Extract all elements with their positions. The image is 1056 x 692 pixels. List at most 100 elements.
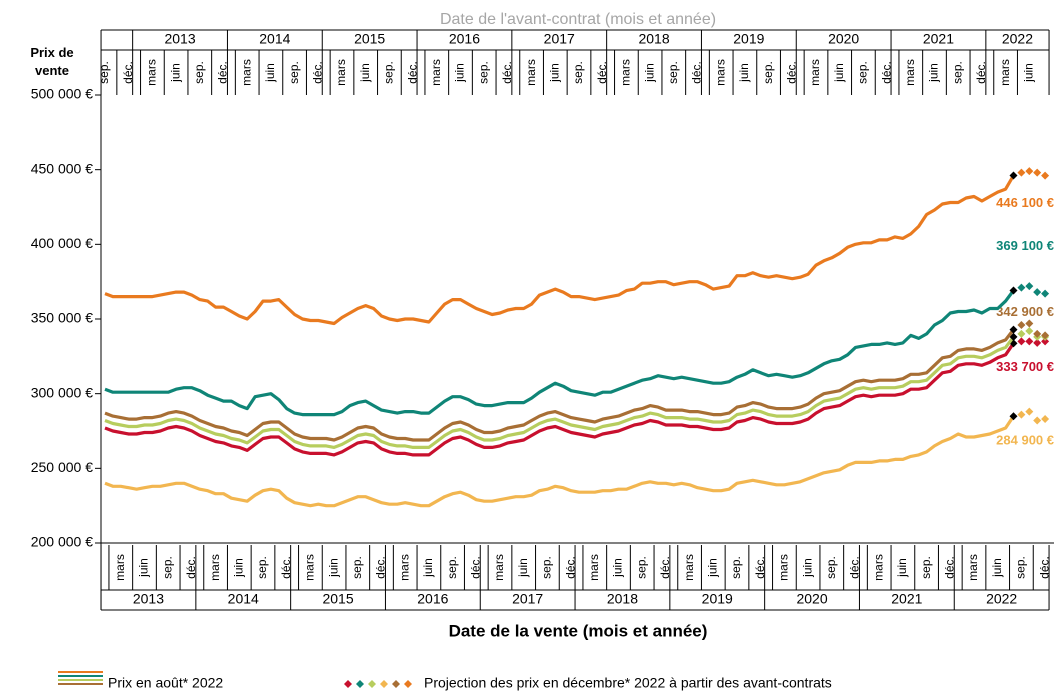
diamond — [1017, 320, 1026, 329]
year-label: 2017 — [512, 591, 543, 607]
month-label: déc. — [216, 61, 230, 84]
top-axis-title: Date de l'avant-contrat (mois et année) — [440, 11, 716, 28]
month-label: sep. — [856, 61, 870, 84]
diamond — [1025, 337, 1034, 346]
series-line — [104, 328, 1015, 442]
month-label: juin — [800, 558, 814, 578]
month-label: sep. — [160, 556, 174, 579]
legend-diamond — [344, 680, 352, 688]
y-tick-label: 250 000 € — [31, 459, 93, 475]
month-label: déc. — [1037, 556, 1051, 579]
month-label: juin — [421, 558, 435, 578]
year-label: 2015 — [322, 591, 353, 607]
diamond — [1025, 407, 1034, 416]
series-line — [104, 174, 1015, 326]
month-label: mars — [713, 59, 727, 86]
year-label: 2013 — [164, 31, 195, 47]
x-axis-title: Date de la vente (mois et année) — [449, 621, 708, 640]
month-label: juin — [231, 558, 245, 578]
month-label: sep. — [761, 61, 775, 84]
month-label: déc. — [753, 556, 767, 579]
month-label: déc. — [784, 61, 798, 84]
diamond — [1041, 331, 1050, 340]
legend-diamond — [368, 680, 376, 688]
end-label: 284 900 € — [996, 433, 1054, 448]
diamond — [1033, 288, 1042, 297]
end-label: 342 900 € — [996, 304, 1054, 319]
month-label: sep. — [476, 61, 490, 84]
diamond — [1017, 329, 1026, 338]
month-label: mars — [619, 59, 633, 86]
month-label: mars — [587, 554, 601, 581]
y-tick-label: 350 000 € — [31, 310, 93, 326]
month-label: déc. — [879, 61, 893, 84]
month-label: déc. — [184, 556, 198, 579]
year-label: 2020 — [796, 591, 827, 607]
month-label: déc. — [310, 61, 324, 84]
month-label: juin — [927, 63, 941, 83]
diamond — [1041, 337, 1050, 346]
month-label: juin — [263, 63, 277, 83]
month-label: sep. — [1014, 556, 1028, 579]
month-label: juin — [611, 558, 625, 578]
month-label: juin — [453, 63, 467, 83]
legend-lines: Prix en août* 2022 — [108, 675, 223, 691]
month-label: déc. — [468, 556, 482, 579]
month-label: mars — [113, 554, 127, 581]
month-label: déc. — [374, 556, 388, 579]
year-label: 2019 — [702, 591, 733, 607]
month-label: mars — [397, 554, 411, 581]
diamond — [1041, 171, 1050, 180]
month-label: sep. — [571, 61, 585, 84]
month-label: juin — [832, 63, 846, 83]
year-label: 2017 — [544, 31, 575, 47]
month-label: mars — [903, 59, 917, 86]
month-label: déc. — [974, 61, 988, 84]
month-label: mars — [777, 554, 791, 581]
month-label: sep. — [445, 556, 459, 579]
month-label: mars — [966, 554, 980, 581]
legend-diamond — [380, 680, 388, 688]
year-label: 2014 — [259, 31, 290, 47]
diamond — [1041, 415, 1050, 424]
month-label: juin — [168, 63, 182, 83]
month-label: juin — [547, 63, 561, 83]
month-label: juin — [326, 558, 340, 578]
month-label: déc. — [405, 61, 419, 84]
month-label: mars — [808, 59, 822, 86]
diamond — [1009, 332, 1018, 341]
month-label: sep. — [192, 61, 206, 84]
diamond — [1033, 416, 1042, 425]
legend-projection: Projection des prix en décembre* 2022 à … — [424, 675, 832, 691]
diamond — [1009, 412, 1018, 421]
month-label: sep. — [729, 556, 743, 579]
y-tick-label: 450 000 € — [31, 160, 93, 176]
month-label: juin — [990, 558, 1004, 578]
year-label: 2022 — [986, 591, 1017, 607]
year-label: 2018 — [607, 591, 638, 607]
diamond — [1025, 326, 1034, 335]
month-label: sep. — [97, 61, 111, 84]
month-label: juin — [358, 63, 372, 83]
month-label: sep. — [950, 61, 964, 84]
month-label: mars — [303, 554, 317, 581]
diamond — [1033, 338, 1042, 347]
month-label: juin — [137, 558, 151, 578]
month-label: mars — [492, 554, 506, 581]
month-label: juin — [895, 558, 909, 578]
month-label: sep. — [919, 556, 933, 579]
month-label: sep. — [540, 556, 554, 579]
year-label: 2016 — [449, 31, 480, 47]
y-tick-label: 200 000 € — [31, 534, 93, 550]
end-label: 333 700 € — [996, 359, 1054, 374]
month-label: juin — [705, 558, 719, 578]
end-label: 369 100 € — [996, 238, 1054, 253]
month-label: déc. — [848, 556, 862, 579]
month-label: déc. — [658, 556, 672, 579]
month-label: juin — [1021, 63, 1035, 83]
month-label: mars — [145, 59, 159, 86]
year-label: 2022 — [1002, 31, 1033, 47]
month-label: juin — [737, 63, 751, 83]
